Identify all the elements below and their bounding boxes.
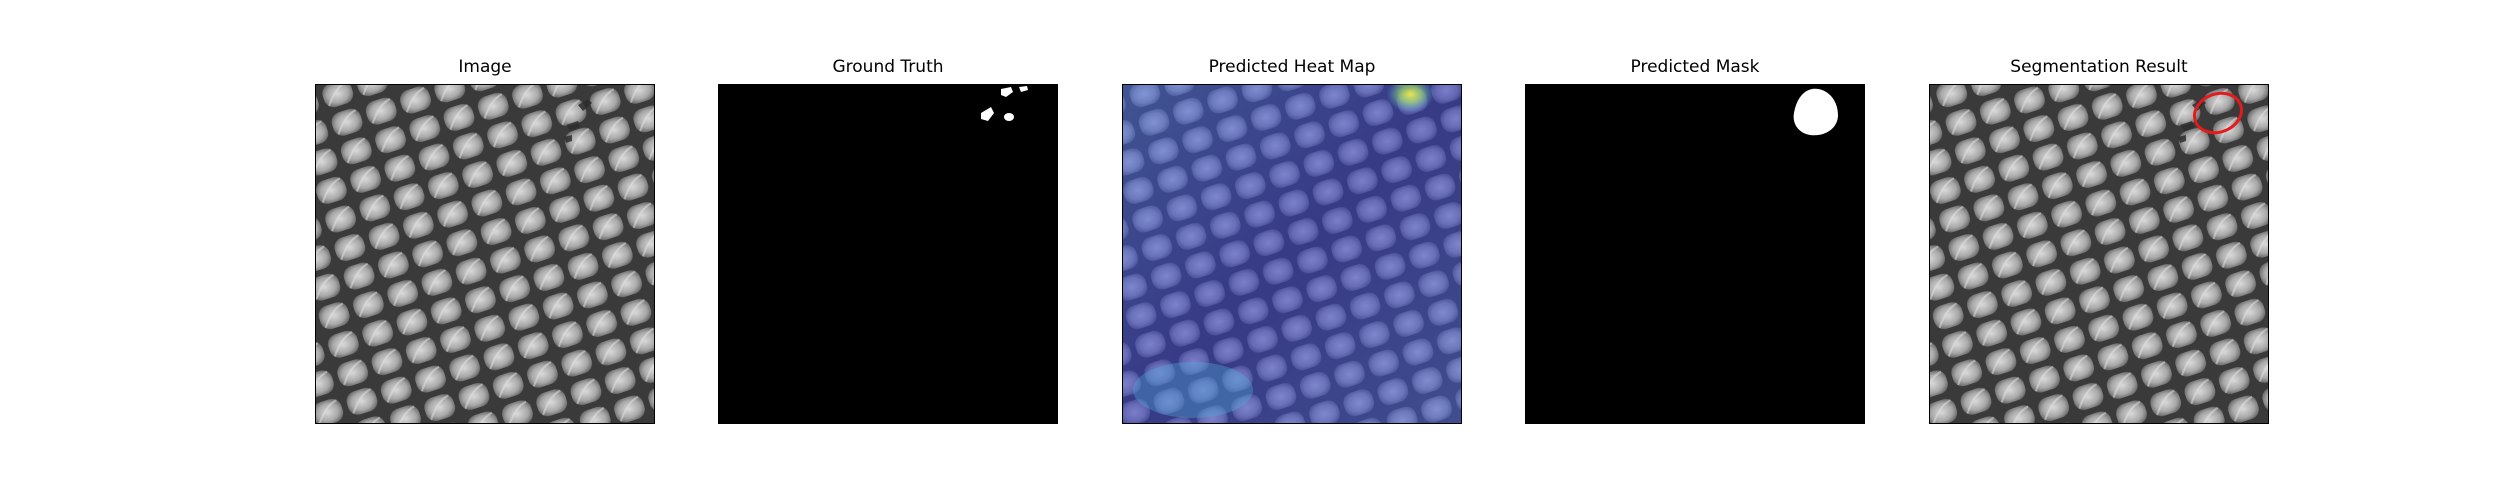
texture-image <box>316 85 654 423</box>
ground-truth-regions <box>981 86 1028 121</box>
panel-title-mask: Predicted Mask <box>1630 57 1760 77</box>
panel-segmentation: Segmentation Result <box>1929 52 2269 424</box>
panel-title-heatmap: Predicted Heat Map <box>1208 57 1376 77</box>
segmentation-overlay <box>1930 85 2268 423</box>
ground-truth-frame <box>718 84 1058 424</box>
ground-truth-mask <box>719 85 1057 423</box>
panel-ground-truth: Ground Truth <box>718 52 1058 424</box>
panel-title-ground-truth: Ground Truth <box>832 57 944 77</box>
panel-image: Image <box>315 52 655 424</box>
segmentation-contour <box>2193 91 2243 135</box>
panel-mask: Predicted Mask <box>1525 52 1865 424</box>
image-frame <box>315 84 655 424</box>
predicted-mask-region <box>1793 88 1838 136</box>
predicted-mask <box>1526 85 1864 423</box>
panel-title-image: Image <box>458 57 512 77</box>
panel-title-segmentation: Segmentation Result <box>2010 57 2188 77</box>
heatmap-frame <box>1122 84 1462 424</box>
segmentation-frame <box>1929 84 2269 424</box>
mask-frame <box>1525 84 1865 424</box>
heatmap-overlay <box>1123 85 1461 423</box>
defect-marks <box>564 99 592 143</box>
panel-heatmap: Predicted Heat Map <box>1122 52 1462 424</box>
